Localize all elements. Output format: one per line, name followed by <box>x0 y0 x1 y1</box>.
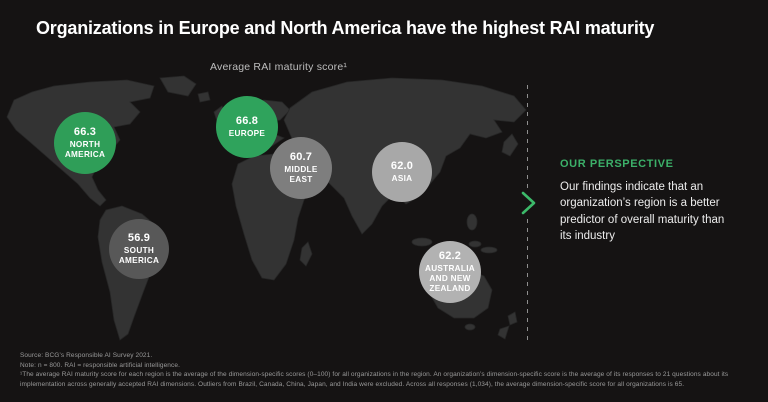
region-label: SOUTH AMERICA <box>118 246 160 265</box>
region-score: 66.3 <box>73 126 97 139</box>
region-label: NORTH AMERICA <box>64 140 106 159</box>
region-bubble-asia: 62.0 ASIA <box>372 142 432 202</box>
region-bubble-south-america: 56.9 SOUTH AMERICA <box>109 219 169 279</box>
chart-subtitle: Average RAI maturity score¹ <box>210 61 348 73</box>
region-score: 60.7 <box>289 151 313 164</box>
region-score: 66.8 <box>235 115 259 128</box>
region-bubble-north-america: 66.3 NORTH AMERICA <box>54 112 116 174</box>
footnote-1: ¹The average RAI maturity score for each… <box>20 371 729 388</box>
region-score: 62.2 <box>438 250 462 263</box>
chevron-right-icon <box>521 191 536 215</box>
perspective-panel: OUR PERSPECTIVE Our findings indicate th… <box>560 158 740 244</box>
region-score: 62.0 <box>390 160 414 173</box>
region-bubble-europe: 66.8 EUROPE <box>216 96 278 158</box>
footnotes: Source: BCG’s Responsible AI Survey 2021… <box>20 351 760 389</box>
dashed-divider-top <box>527 85 528 188</box>
perspective-body: Our findings indicate that an organizati… <box>560 181 725 242</box>
region-bubble-australia-new-zealand: 62.2 AUSTRALIA AND NEW ZEALAND <box>419 241 481 303</box>
region-score: 56.9 <box>127 232 151 245</box>
region-label: EUROPE <box>228 129 266 139</box>
region-label: AUSTRALIA AND NEW ZEALAND <box>424 264 475 293</box>
region-bubble-middle-east: 60.7 MIDDLE EAST <box>270 137 332 199</box>
source-line: Source: BCG’s Responsible AI Survey 2021… <box>20 352 153 359</box>
dashed-divider-bottom <box>527 219 528 345</box>
region-label: ASIA <box>391 174 413 184</box>
note-line: Note: n = 800. RAI = responsible artific… <box>20 361 180 369</box>
region-label: MIDDLE EAST <box>284 165 318 184</box>
perspective-heading: OUR PERSPECTIVE <box>560 158 674 170</box>
page-title: Organizations in Europe and North Americ… <box>36 18 655 38</box>
